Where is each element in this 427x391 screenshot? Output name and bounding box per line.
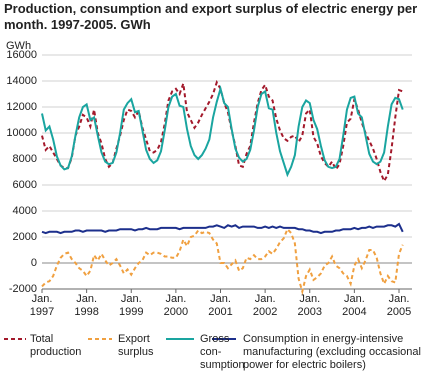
y-tick-label: 6000: [13, 179, 37, 191]
legend-label: Gross con- sumption: [200, 333, 245, 371]
x-tick-label: Jan. 2002: [252, 293, 278, 318]
y-tick-label: 10000: [6, 127, 37, 139]
y-tick-label: 0: [31, 257, 37, 269]
legend-label: Consumption in energy-intensive manufact…: [243, 333, 421, 371]
x-tick-label: Jan. 2000: [163, 293, 189, 318]
x-tick-label: Jan. 2003: [297, 293, 322, 318]
y-tick-label: 2000: [13, 231, 37, 243]
x-tick-label: Jan. 1998: [74, 293, 99, 318]
series-line: [41, 79, 404, 184]
series-line: [41, 85, 404, 178]
x-tick-label: Jan. 2005: [386, 293, 412, 318]
y-tick-label: 4000: [13, 205, 37, 217]
y-tick-label: 16000: [6, 49, 37, 61]
y-tick-label: 14000: [6, 75, 37, 87]
x-tick-label: Jan. 2001: [208, 293, 233, 318]
series-line: [41, 227, 404, 296]
x-tick-label: Jan. 2004: [342, 293, 367, 318]
y-axis-label: GWh: [6, 40, 31, 52]
legend-label: Total production: [30, 333, 82, 358]
x-tick-label: Jan. 1999: [119, 293, 144, 318]
series-line: [41, 222, 404, 235]
y-tick-label: -2000: [9, 283, 37, 295]
legend-label: Export surplus: [118, 333, 154, 358]
x-tick-label: Jan. 1997: [29, 293, 55, 318]
y-tick-label: 8000: [13, 153, 37, 165]
chart-title: Production, consumption and export surpl…: [4, 1, 418, 32]
y-tick-label: 12000: [6, 101, 37, 113]
